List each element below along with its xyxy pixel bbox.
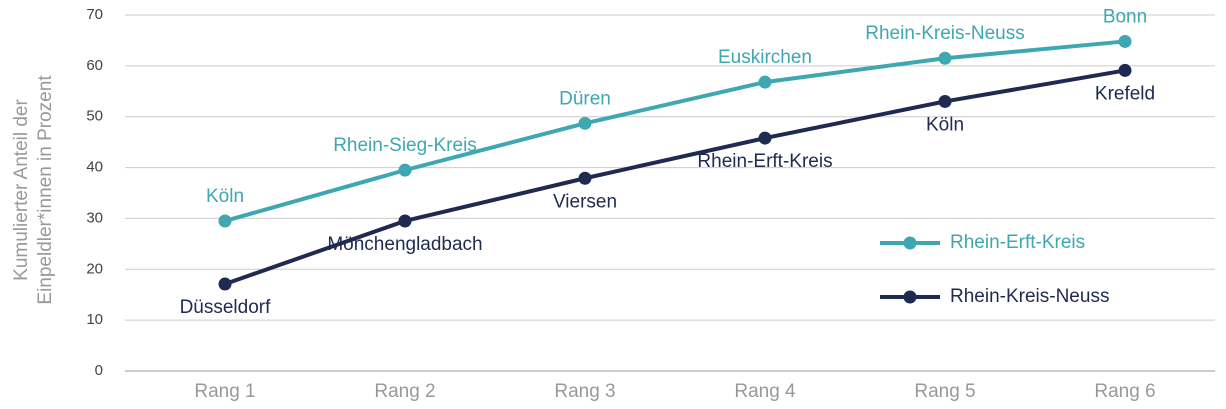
point-label: Rhein-Erft-Kreis [697, 151, 832, 172]
x-tick-label: Rang 4 [734, 381, 796, 402]
y-tick-label: 20 [86, 260, 103, 277]
point-label: Köln [926, 114, 964, 135]
point-label: Düsseldorf [180, 297, 272, 318]
point-label: Mönchengladbach [327, 234, 482, 255]
point [578, 171, 592, 185]
legend-marker [903, 290, 917, 304]
line [224, 68, 1126, 286]
point-label: Euskirchen [718, 47, 812, 68]
y-axis-label: Einpeldler*innen in Prozent [35, 75, 56, 305]
point [938, 94, 952, 108]
point [398, 214, 412, 228]
point-label: Düren [559, 88, 611, 109]
point [218, 214, 232, 228]
point [398, 163, 412, 177]
point-label: Viersen [553, 191, 617, 212]
x-tick-label: Rang 6 [1094, 381, 1155, 402]
x-tick-label: Rang 5 [914, 381, 975, 402]
x-tick-label: Rang 2 [374, 381, 435, 402]
legend-marker [903, 236, 917, 250]
y-tick-label: 40 [86, 159, 103, 176]
point [1118, 63, 1132, 77]
y-tick-label: 10 [86, 311, 103, 328]
y-tick-label: 60 [86, 57, 103, 74]
point [218, 277, 232, 291]
y-tick-label: 50 [86, 108, 103, 125]
point [758, 131, 772, 145]
legend-label: Rhein-Erft-Kreis [950, 232, 1085, 253]
point-label: Bonn [1103, 6, 1147, 27]
point-label: Krefeld [1095, 83, 1155, 104]
y-tick-label: 0 [95, 362, 103, 379]
point-label: Rhein-Sieg-Kreis [333, 135, 477, 156]
point-label: Köln [206, 186, 244, 207]
x-tick-label: Rang 1 [194, 381, 255, 402]
line [224, 39, 1126, 223]
point [1118, 34, 1132, 48]
legend-label: Rhein-Kreis-Neuss [950, 286, 1109, 307]
point-label: Rhein-Kreis-Neuss [865, 23, 1024, 44]
y-axis-label: Kumulierter Anteil der [11, 99, 32, 281]
y-tick-label: 70 [86, 6, 103, 23]
point [758, 75, 772, 89]
x-tick-label: Rang 3 [554, 381, 615, 402]
point [938, 51, 952, 65]
point [578, 116, 592, 130]
y-tick-label: 30 [86, 209, 103, 226]
